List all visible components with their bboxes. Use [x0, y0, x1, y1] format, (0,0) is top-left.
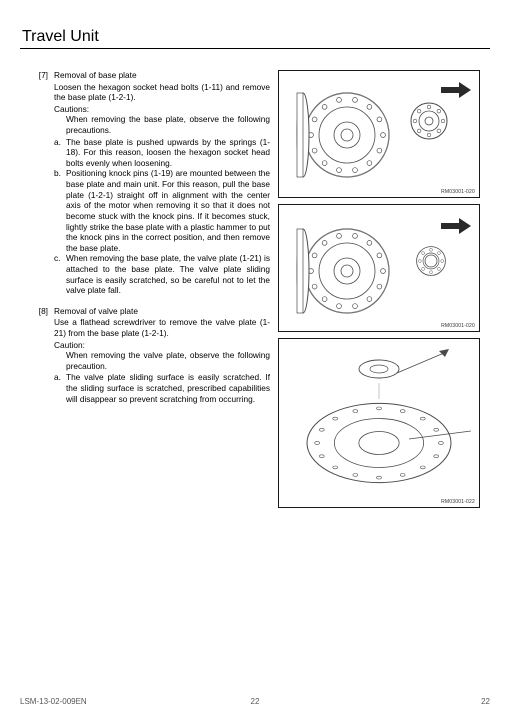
footer-page-right: 22 — [481, 697, 490, 706]
step-lead: Loosen the hexagon socket head bolts (1-… — [54, 82, 270, 103]
step-7: [7]Removal of base plateLoosen the hexag… — [22, 70, 270, 296]
step-body: Removal of base plateLoosen the hexagon … — [54, 70, 270, 296]
step-8: [8]Removal of valve plateUse a flathead … — [22, 306, 270, 404]
text-column: [7]Removal of base plateLoosen the hexag… — [22, 70, 270, 508]
title-rule — [20, 48, 490, 49]
substep-tag: a. — [54, 137, 66, 169]
cautions-label: Cautions: — [54, 104, 270, 115]
footer-page-center: 22 — [0, 697, 510, 706]
figure-column: RM03001-020 RM03001-020 — [278, 70, 480, 508]
step-body: Removal of valve plateUse a flathead scr… — [54, 306, 270, 404]
step-number: [7] — [22, 70, 54, 296]
substep-body: The base plate is pushed upwards by the … — [66, 137, 270, 169]
cautions-intro: When removing the valve plate, observe t… — [54, 350, 270, 371]
step-lead: Use a flathead screwdriver to remove the… — [54, 317, 270, 338]
figure: RM03001-022 — [278, 338, 480, 508]
substep: a.The base plate is pushed upwards by th… — [54, 137, 270, 169]
step-heading: Removal of valve plate — [54, 306, 270, 317]
substep: a.The valve plate sliding surface is eas… — [54, 372, 270, 404]
page-title: Travel Unit — [22, 28, 490, 46]
figure-caption: RM03001-022 — [441, 499, 475, 505]
substep: b.Positioning knock pins (1-19) are moun… — [54, 168, 270, 253]
figure: RM03001-020 — [278, 204, 480, 332]
cautions-intro: When removing the base plate, observe th… — [54, 114, 270, 135]
substep-tag: c. — [54, 253, 66, 295]
figure-caption: RM03001-020 — [441, 189, 475, 195]
step-number: [8] — [22, 306, 54, 404]
substep-tag: b. — [54, 168, 66, 253]
content-area: [7]Removal of base plateLoosen the hexag… — [22, 70, 490, 508]
substep-body: When removing the base plate, the valve … — [66, 253, 270, 295]
substep-body: The valve plate sliding surface is easil… — [66, 372, 270, 404]
figure: RM03001-020 — [278, 70, 480, 198]
substep-tag: a. — [54, 372, 66, 404]
figure-caption: RM03001-020 — [441, 323, 475, 329]
substep-body: Positioning knock pins (1-19) are mounte… — [66, 168, 270, 253]
substep: c.When removing the base plate, the valv… — [54, 253, 270, 295]
step-heading: Removal of base plate — [54, 70, 270, 81]
cautions-label: Caution: — [54, 340, 270, 351]
page-footer: LSM-13-02-009EN 22 22 — [0, 697, 510, 706]
